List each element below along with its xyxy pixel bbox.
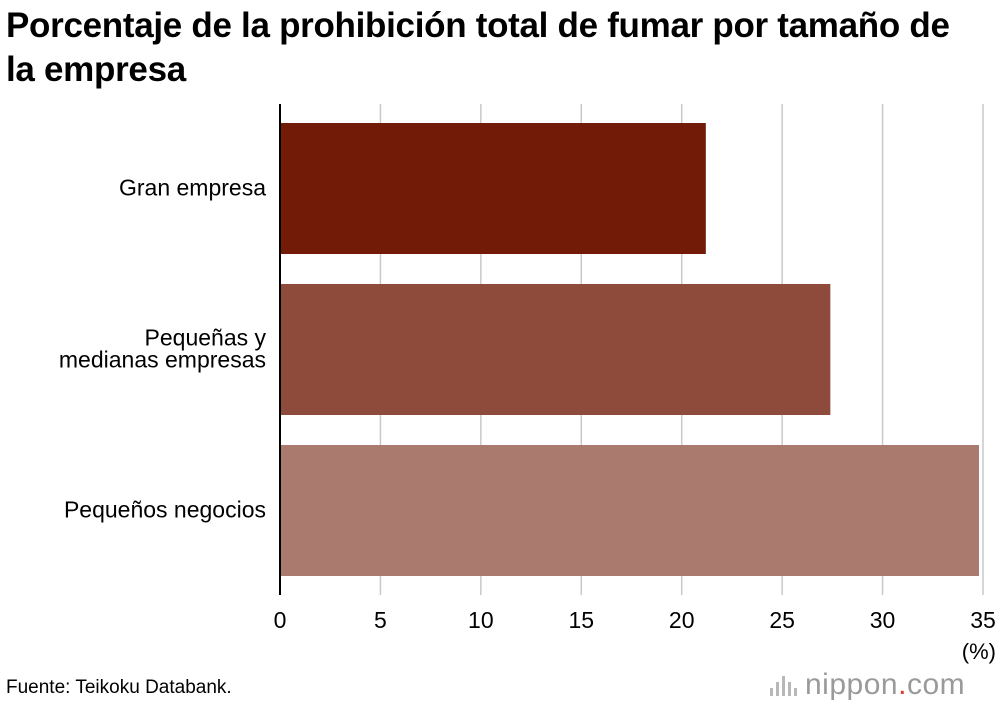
category-label: Pequeños negocios	[64, 497, 266, 523]
x-unit-label: (%)	[962, 639, 996, 664]
x-tick-label: 25	[769, 607, 795, 633]
x-tick-label: 10	[468, 607, 494, 633]
x-tick-label: 30	[870, 607, 896, 633]
bar	[280, 445, 979, 576]
x-tick-label: 15	[568, 607, 594, 633]
bar	[280, 284, 831, 415]
logo-wordmark: nippon.com	[805, 668, 966, 701]
nippon-logo: nippon.com	[770, 668, 965, 702]
x-tick-label: 20	[669, 607, 695, 633]
x-tick-label: 5	[374, 607, 387, 633]
chart-title: Porcentaje de la prohibición total de fu…	[6, 6, 950, 89]
bar	[280, 123, 706, 254]
category-label: medianas empresas	[59, 347, 266, 373]
category-label: Gran empresa	[119, 175, 266, 201]
category-label: Pequeñas y	[145, 325, 267, 351]
x-tick-label: 35	[970, 607, 996, 633]
x-tick-label: 0	[274, 607, 287, 633]
source-note: Fuente: Teikoku Databank.	[6, 677, 232, 698]
logo-bars-icon	[770, 674, 797, 696]
